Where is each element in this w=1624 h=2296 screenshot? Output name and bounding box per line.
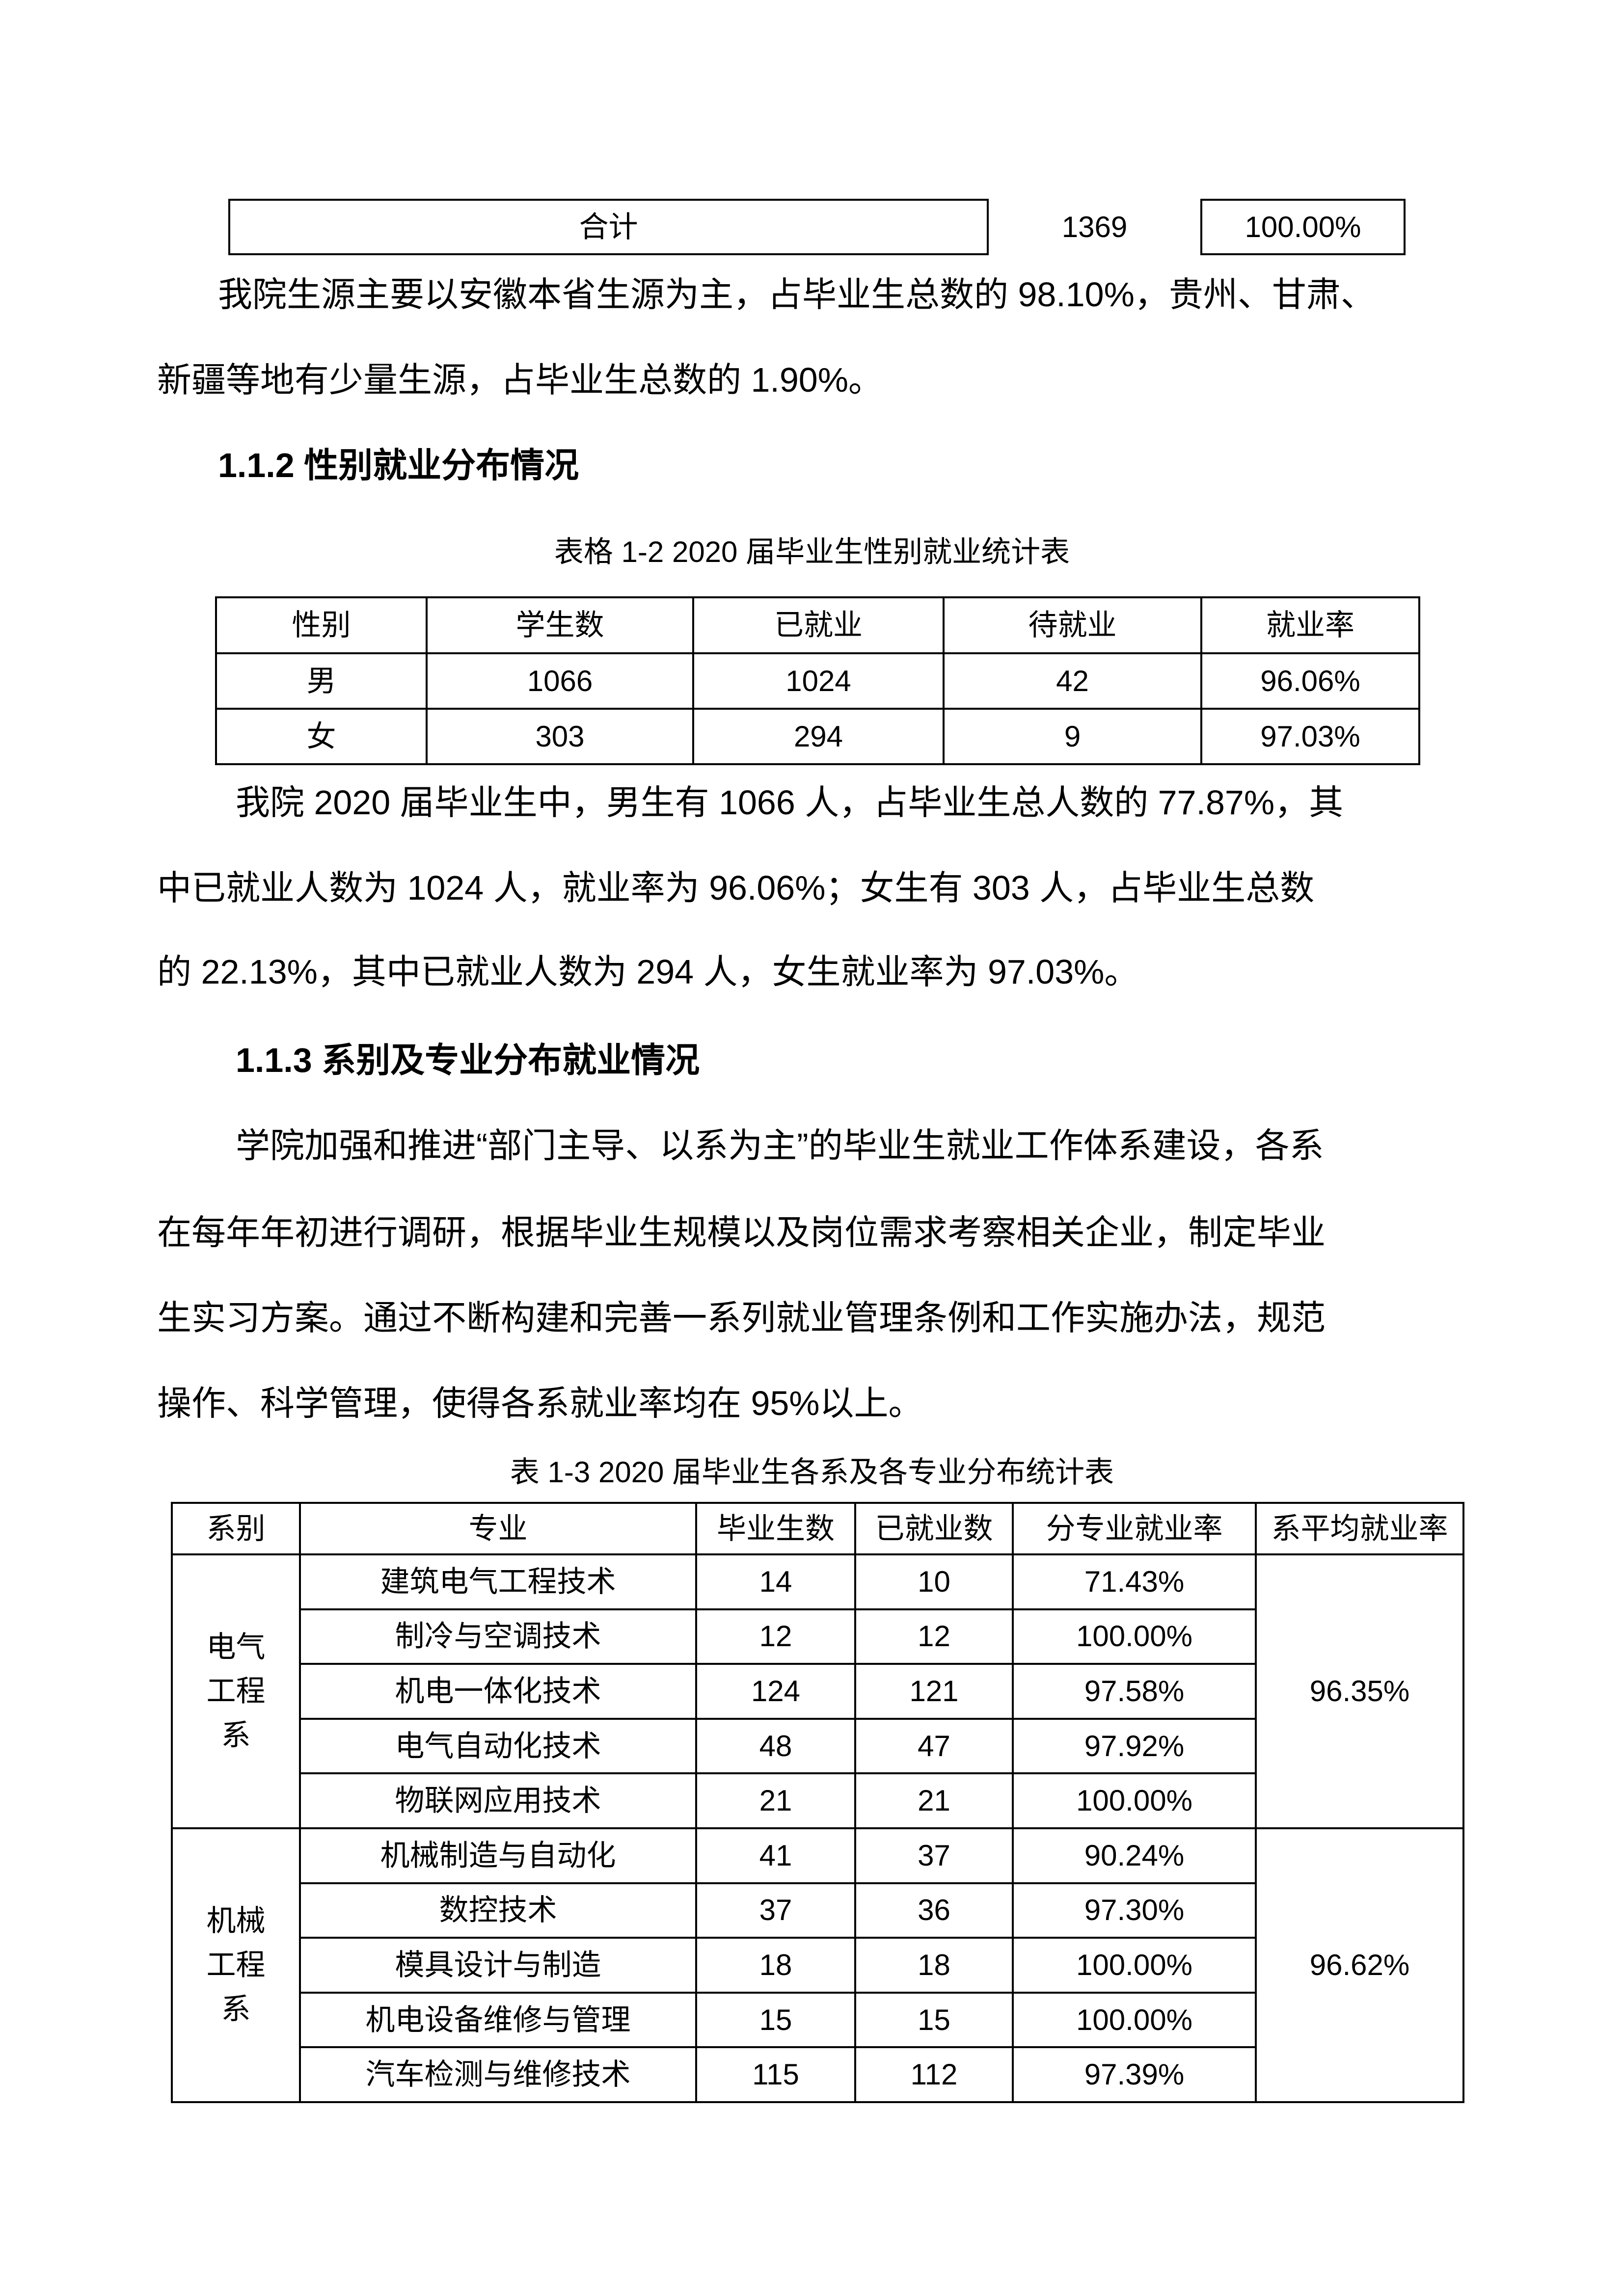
para-dept-line-2: 在每年年初进行调研，根据毕业生规模以及岗位需求考察相关企业，制定毕业 — [157, 1213, 1326, 1252]
table-cell: 37 — [854, 1827, 1014, 1884]
table-cell: 115 — [695, 2046, 856, 2103]
table-row: 电气工程系 建筑电气工程技术 14 10 71.43% 96.35% — [171, 1553, 1464, 1829]
header-cell: 已就业数 — [854, 1502, 1014, 1555]
table-cell: 建筑电气工程技术 — [299, 1553, 697, 1610]
table-row: 电气自动化技术 48 47 97.92% — [172, 1717, 1463, 1775]
table-cell: 96.06% — [1200, 652, 1420, 710]
header-cell: 分专业就业率 — [1012, 1502, 1257, 1555]
table-cell: 97.30% — [1012, 1882, 1257, 1939]
table-cell: 100.00% — [1012, 1991, 1257, 2049]
table-cell: 男 — [215, 652, 428, 710]
table-row: 汽车检测与维修技术 115 112 97.39% — [172, 2046, 1463, 2103]
table-cell: 97.39% — [1012, 2046, 1257, 2103]
table-cell: 42 — [943, 652, 1202, 710]
caption-gender-table: 表格 1-2 2020 届毕业生性别就业统计表 — [554, 535, 1070, 568]
header-row: 系别 专业 毕业生数 已就业数 分专业就业率 系平均就业率 — [171, 1502, 1464, 1555]
table-cell: 47 — [854, 1717, 1014, 1775]
table-cell: 9 — [943, 708, 1202, 765]
table-cell: 模具设计与制造 — [299, 1937, 697, 1994]
table-cell: 数控技术 — [299, 1882, 697, 1939]
table-row: 物联网应用技术 21 21 100.00% — [172, 1772, 1463, 1829]
table-cell: 物联网应用技术 — [299, 1772, 697, 1829]
table-cell: 303 — [426, 708, 694, 765]
table-row: 机械工程系 机械制造与自动化 41 37 90.24% 96.62% — [171, 1827, 1464, 2103]
table-cell: 电气自动化技术 — [299, 1717, 697, 1775]
para-source-line-1: 我院生源主要以安徽本省生源为主，占毕业生总数的 98.10%，贵州、甘肃、 — [218, 275, 1375, 314]
table-cell: 1066 — [426, 652, 694, 710]
table-cell: 18 — [854, 1937, 1014, 1994]
total-count: 1369 — [987, 200, 1202, 254]
table-cell: 机械制造与自动化 — [299, 1827, 697, 1884]
table-cell: 37 — [695, 1882, 856, 1939]
table-cell: 女 — [215, 708, 428, 765]
table-cell: 18 — [695, 1937, 856, 1994]
para-dept-line-4: 操作、科学管理，使得各系就业率均在 95%以上。 — [157, 1384, 923, 1422]
table-cell: 100.00% — [1012, 1937, 1257, 1994]
heading-department: 1.1.3 系别及专业分布就业情况 — [236, 1041, 700, 1079]
total-table: 合计 1369 100.00% — [228, 199, 1406, 255]
table-cell: 294 — [692, 708, 945, 765]
table-cell: 71.43% — [1012, 1553, 1257, 1610]
table-cell: 机电设备维修与管理 — [299, 1991, 697, 2049]
para-source-line-2: 新疆等地有少量生源，占毕业生总数的 1.90%。 — [157, 361, 883, 399]
table-row: 机电设备维修与管理 15 15 100.00% — [172, 1991, 1463, 2049]
department-name-cell: 电气工程系 — [171, 1553, 301, 1829]
table-cell: 48 — [695, 1717, 856, 1775]
header-cell: 专业 — [299, 1502, 697, 1555]
para-gender-line-1: 我院 2020 届毕业生中，男生有 1066 人，占毕业生总人数的 77.87%… — [236, 783, 1344, 822]
table-cell: 机电一体化技术 — [299, 1663, 697, 1720]
table-row: 数控技术 37 36 97.30% — [172, 1882, 1463, 1939]
gender-table: 性别 学生数 已就业 待就业 就业率男 1066 1024 42 96.06% 女 303 294 9 9… — [215, 596, 1420, 765]
table-cell: 14 — [695, 1553, 856, 1610]
header-cell: 学生数 — [426, 596, 694, 654]
table-cell: 1024 — [692, 652, 945, 710]
header-cell: 系平均就业率 — [1255, 1502, 1464, 1555]
table-cell: 97.58% — [1012, 1663, 1257, 1720]
department-average-cell: 96.62% — [1255, 1827, 1464, 2103]
total-label: 合计 — [228, 199, 989, 255]
header-row: 性别 学生数 已就业 待就业 就业率 — [215, 596, 1420, 654]
header-cell: 待就业 — [943, 596, 1202, 654]
table-cell: 15 — [695, 1991, 856, 2049]
header-cell: 性别 — [215, 596, 428, 654]
para-dept-line-3: 生实习方案。通过不断构建和完善一系列就业管理条例和工作实施办法，规范 — [157, 1299, 1326, 1337]
total-percent: 100.00% — [1200, 199, 1406, 255]
table-cell: 12 — [695, 1608, 856, 1665]
para-gender-line-3: 的 22.13%，其中已就业人数为 294 人，女生就业率为 97.03%。 — [157, 953, 1139, 991]
para-dept-line-1: 学院加强和推进“部门主导、以系为主”的毕业生就业工作体系建设，各系 — [236, 1126, 1324, 1165]
table-cell: 124 — [695, 1663, 856, 1720]
table-cell: 90.24% — [1012, 1827, 1257, 1884]
table-row: 男 1066 1024 42 96.06% — [215, 652, 1420, 710]
table-cell: 21 — [854, 1772, 1014, 1829]
table-cell: 15 — [854, 1991, 1014, 2049]
heading-gender: 1.1.2 性别就业分布情况 — [218, 446, 579, 484]
table-row: 模具设计与制造 18 18 100.00% — [172, 1937, 1463, 1994]
table-row: 制冷与空调技术 12 12 100.00% — [172, 1608, 1463, 1665]
header-cell: 系别 — [171, 1502, 301, 1555]
table-row: 机电一体化技术 124 121 97.58% — [172, 1663, 1463, 1720]
table-cell: 汽车检测与维修技术 — [299, 2046, 697, 2103]
table-cell: 12 — [854, 1608, 1014, 1665]
para-gender-line-2: 中已就业人数为 1024 人，就业率为 96.06%；女生有 303 人，占毕业… — [157, 869, 1315, 907]
table-cell: 100.00% — [1012, 1772, 1257, 1829]
table-cell: 36 — [854, 1882, 1014, 1939]
table-cell: 97.92% — [1012, 1717, 1257, 1775]
table-cell: 制冷与空调技术 — [299, 1608, 697, 1665]
table-cell: 21 — [695, 1772, 856, 1829]
header-cell: 就业率 — [1200, 596, 1420, 654]
table-row: 女 303 294 9 97.03% — [215, 708, 1420, 765]
table-cell: 41 — [695, 1827, 856, 1884]
caption-dept-table: 表 1-3 2020 届毕业生各系及各专业分布统计表 — [510, 1456, 1114, 1489]
department-average-cell: 96.35% — [1255, 1553, 1464, 1829]
department-table: 系别 专业 毕业生数 已就业数 分专业就业率 系平均就业率 电气工程系 建筑电气工程技术 14 1… — [171, 1502, 1464, 2103]
table-cell: 10 — [854, 1553, 1014, 1610]
table-cell: 112 — [854, 2046, 1014, 2103]
table-cell: 121 — [854, 1663, 1014, 1720]
header-cell: 已就业 — [692, 596, 945, 654]
table-cell: 100.00% — [1012, 1608, 1257, 1665]
header-cell: 毕业生数 — [695, 1502, 856, 1555]
department-name-cell: 机械工程系 — [171, 1827, 301, 2103]
table-cell: 97.03% — [1200, 708, 1420, 765]
